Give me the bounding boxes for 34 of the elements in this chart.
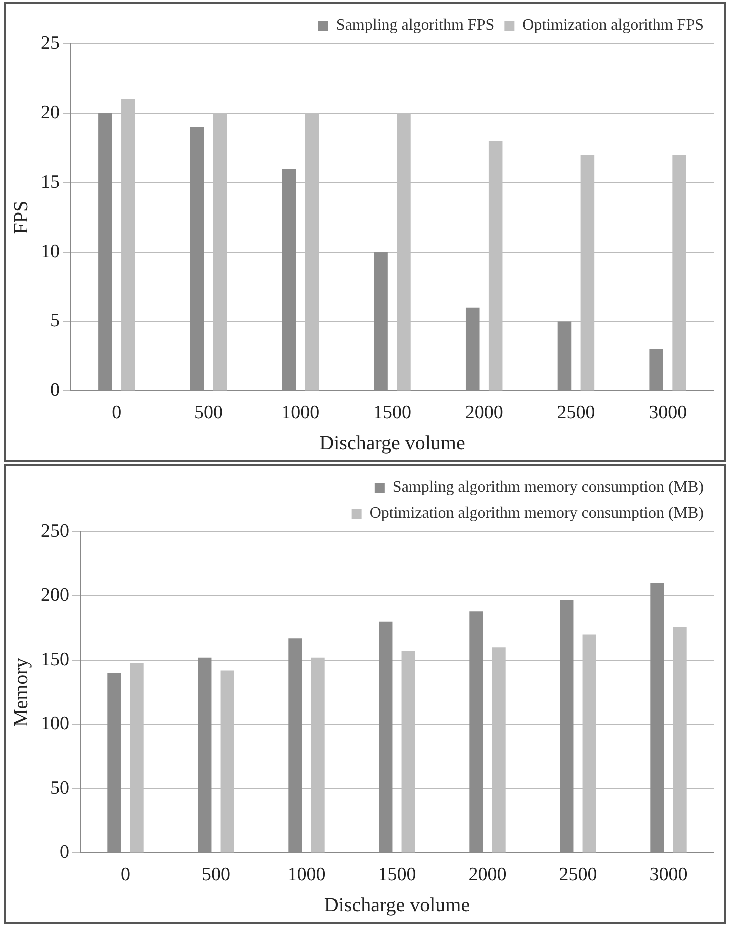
y-tick-label: 50 xyxy=(50,778,70,799)
x-tick-label: 2500 xyxy=(557,402,596,424)
x-tick-label: 0 xyxy=(112,402,122,424)
x-tick-label: 500 xyxy=(194,402,224,424)
y-tick-label: 10 xyxy=(41,241,60,262)
y-axis-title: FPS xyxy=(10,200,32,234)
y-tick-label: 100 xyxy=(41,714,70,735)
y-tick-label: 15 xyxy=(41,172,60,193)
x-tick-label: 1000 xyxy=(288,864,326,886)
y-tick-label: 25 xyxy=(41,32,60,54)
y-tick-label: 0 xyxy=(50,380,60,402)
y-tick-label: 5 xyxy=(50,310,60,332)
x-tick-label: 3000 xyxy=(650,864,688,886)
x-tick-label: 1500 xyxy=(374,402,412,424)
x-tick-label: 1500 xyxy=(378,864,416,886)
legend-label: Optimization algorithm memory consumption (MB) xyxy=(370,505,704,522)
y-tick-label: 250 xyxy=(41,520,70,542)
y-tick-label: 0 xyxy=(60,842,70,864)
x-tick-label: 500 xyxy=(202,864,230,886)
x-tick-label: 2000 xyxy=(465,402,504,424)
x-tick-label: 3000 xyxy=(649,402,688,424)
y-tick-label: 200 xyxy=(41,585,70,606)
legend-label: Optimization algorithm FPS xyxy=(522,17,704,34)
x-tick-label: 2000 xyxy=(468,864,507,886)
x-tick-label: 2500 xyxy=(559,864,598,886)
legend-label: Sampling algorithm memory consumption (MB) xyxy=(392,479,704,496)
legend-label: Sampling algorithm FPS xyxy=(336,17,495,34)
x-tick-label: 0 xyxy=(121,864,130,886)
x-axis-title: Discharge volume xyxy=(324,894,470,916)
y-axis-title: Memory xyxy=(10,658,32,728)
x-axis-title: Discharge volume xyxy=(320,432,466,454)
x-tick-label: 1000 xyxy=(282,402,320,424)
y-tick-label: 150 xyxy=(41,649,70,670)
y-tick-label: 20 xyxy=(41,102,60,124)
